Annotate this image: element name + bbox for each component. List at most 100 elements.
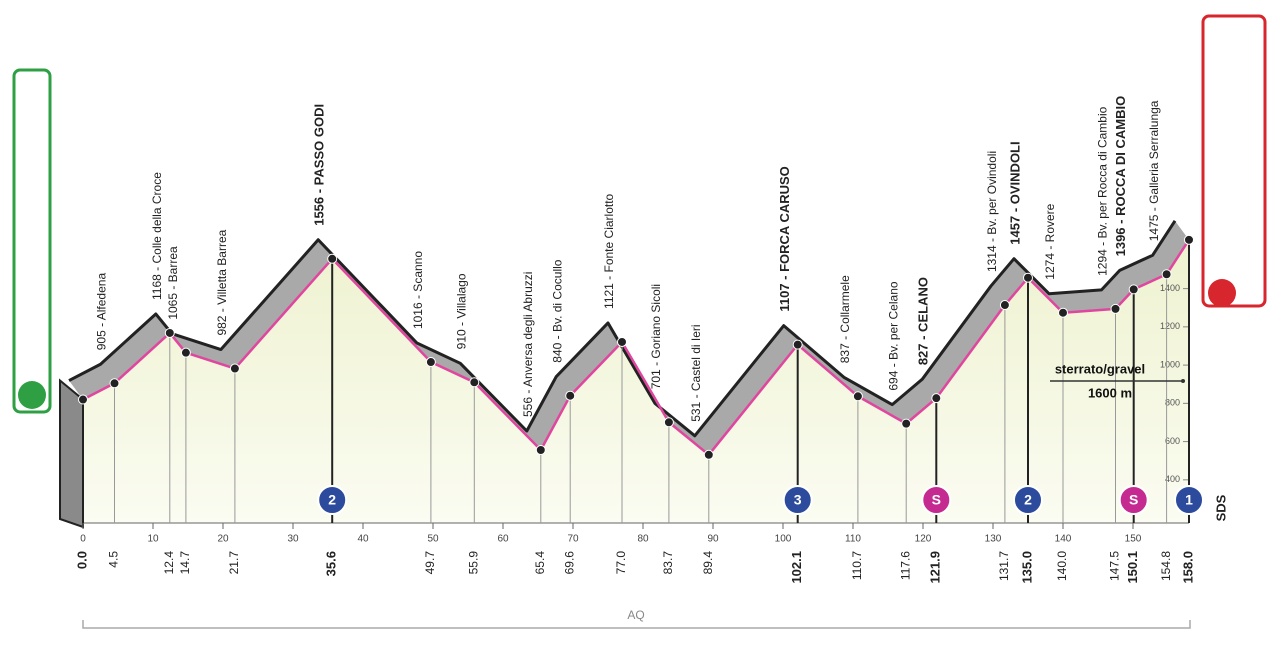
km-label: 4.5 bbox=[107, 551, 121, 568]
profile-area bbox=[83, 239, 1189, 523]
waypoint-label: 1168 - Colle della Croce bbox=[150, 172, 164, 300]
waypoint bbox=[1184, 234, 1194, 245]
relief-edge bbox=[68, 220, 1177, 438]
x-tick-label: 110 bbox=[845, 534, 861, 545]
category-badge bbox=[317, 485, 348, 515]
waypoint-label: 1121 - Fonte Ciarlotto bbox=[602, 193, 616, 308]
y-tick-label: 400 bbox=[1165, 474, 1180, 484]
category-badge bbox=[1013, 485, 1043, 515]
gravel-note: sterrato/gravel bbox=[1055, 361, 1145, 376]
waypoint bbox=[1058, 307, 1068, 318]
waypoint-label: 1065 - Barrea bbox=[166, 246, 180, 320]
logo: SDS bbox=[1213, 494, 1228, 521]
waypoint bbox=[425, 357, 436, 368]
waypoint bbox=[565, 390, 576, 401]
waypoint bbox=[180, 347, 191, 358]
province-bracket bbox=[82, 620, 1191, 629]
x-tick-label: 60 bbox=[497, 534, 509, 545]
relief-band bbox=[69, 220, 1189, 455]
x-tick-label: 140 bbox=[1055, 534, 1072, 545]
km-label: 154.8 bbox=[1159, 551, 1173, 581]
km-label: 158.0 bbox=[1180, 551, 1195, 584]
y-tick-label: 800 bbox=[1165, 398, 1180, 408]
profile-layer bbox=[59, 220, 1191, 529]
waypoint-label: 1556 - PASSO GODI bbox=[312, 104, 327, 226]
category-badge bbox=[921, 485, 952, 515]
waypoint bbox=[327, 253, 338, 264]
category-badge-label: 2 bbox=[328, 492, 336, 508]
waypoint-label: 556 - Anversa degli Abruzzi bbox=[521, 272, 535, 417]
waypoint bbox=[164, 327, 175, 338]
km-label: 147.5 bbox=[1108, 551, 1122, 581]
waypoint bbox=[1023, 272, 1033, 283]
waypoint bbox=[617, 336, 627, 347]
waypoint-label: 905 - Alfedena bbox=[95, 273, 109, 351]
km-label: 131.7 bbox=[997, 551, 1011, 581]
km-label: 150.1 bbox=[1125, 551, 1140, 584]
x-tick-label: 100 bbox=[775, 534, 792, 545]
x-tick-label: 50 bbox=[427, 534, 439, 545]
waypoint bbox=[703, 449, 714, 460]
km-label: 49.7 bbox=[423, 551, 437, 575]
category-badge-label: 3 bbox=[794, 492, 802, 508]
waypoint-label: 910 - Villalago bbox=[454, 273, 468, 349]
waypoint-label: 1016 - Scanno bbox=[411, 251, 425, 329]
category-badge bbox=[782, 485, 813, 515]
waypoint bbox=[792, 339, 803, 350]
km-label: 102.1 bbox=[789, 551, 804, 584]
waypoint-label: 1396 - ROCCA DI CAMBIO bbox=[1113, 96, 1128, 257]
waypoint bbox=[535, 445, 546, 456]
waypoint bbox=[1161, 269, 1172, 280]
x-tick-label: 20 bbox=[217, 534, 229, 545]
km-label: 69.6 bbox=[562, 551, 576, 575]
waypoint bbox=[229, 363, 240, 374]
finish-icon bbox=[1208, 279, 1236, 307]
x-tick-label: 90 bbox=[707, 534, 719, 545]
y-tick-label: 1000 bbox=[1160, 359, 1180, 369]
finish-box bbox=[1201, 14, 1267, 308]
waypoint-label: 827 - CELANO bbox=[916, 277, 931, 365]
waypoint-label: 701 - Goriano Sicoli bbox=[649, 284, 663, 389]
km-label: 12.4 bbox=[162, 551, 176, 575]
y-tick-label: 600 bbox=[1165, 436, 1180, 446]
x-tick-label: 0 bbox=[80, 534, 86, 545]
waypoint bbox=[1128, 284, 1139, 295]
x-tick-label: 10 bbox=[147, 534, 159, 545]
waypoint-label: 982 - Villetta Barrea bbox=[215, 229, 229, 335]
category-badge bbox=[1174, 485, 1204, 515]
category-badge-label: S bbox=[1129, 492, 1138, 508]
waypoint-label: 1314 - Bv. per Ovindoli bbox=[985, 151, 999, 272]
category-badge-label: 2 bbox=[1024, 492, 1032, 508]
waypoint-label: 1274 - Rovere bbox=[1043, 203, 1057, 279]
km-label: 89.4 bbox=[701, 551, 715, 575]
km-label: 121.9 bbox=[928, 551, 943, 584]
category-badge-label: 1 bbox=[1185, 492, 1193, 508]
km-label: 14.7 bbox=[178, 551, 192, 575]
waypoint-label: 1457 - OVINDOLI bbox=[1007, 141, 1022, 244]
waypoint bbox=[109, 378, 120, 389]
km-label: 110.7 bbox=[850, 551, 864, 580]
y-tick-label: 1400 bbox=[1160, 283, 1180, 293]
start-box bbox=[12, 68, 52, 414]
km-label: 65.4 bbox=[533, 551, 547, 575]
waypoint-label: 837 - Collarmele bbox=[838, 275, 852, 363]
x-tick-label: 150 bbox=[1125, 534, 1142, 545]
category-badge bbox=[1118, 485, 1149, 515]
waypoint bbox=[999, 300, 1010, 311]
x-tick-label: 130 bbox=[985, 534, 1002, 545]
waypoint bbox=[931, 393, 942, 404]
waypoint bbox=[663, 417, 674, 428]
x-tick-label: 120 bbox=[915, 534, 932, 545]
start-icon bbox=[18, 381, 46, 409]
x-tick-label: 70 bbox=[567, 534, 579, 545]
waypoint bbox=[901, 418, 912, 429]
km-label: 117.6 bbox=[898, 551, 912, 580]
waypoint bbox=[469, 377, 480, 388]
km-label: 0.0 bbox=[74, 551, 89, 569]
km-label: 55.9 bbox=[466, 551, 480, 575]
waypoint-label: 1475 - Galleria Serralunga bbox=[1147, 100, 1161, 241]
waypoint-label: 694 - Bv. per Celano bbox=[886, 281, 900, 390]
waypoint bbox=[1110, 303, 1121, 314]
waypoint bbox=[852, 391, 863, 402]
